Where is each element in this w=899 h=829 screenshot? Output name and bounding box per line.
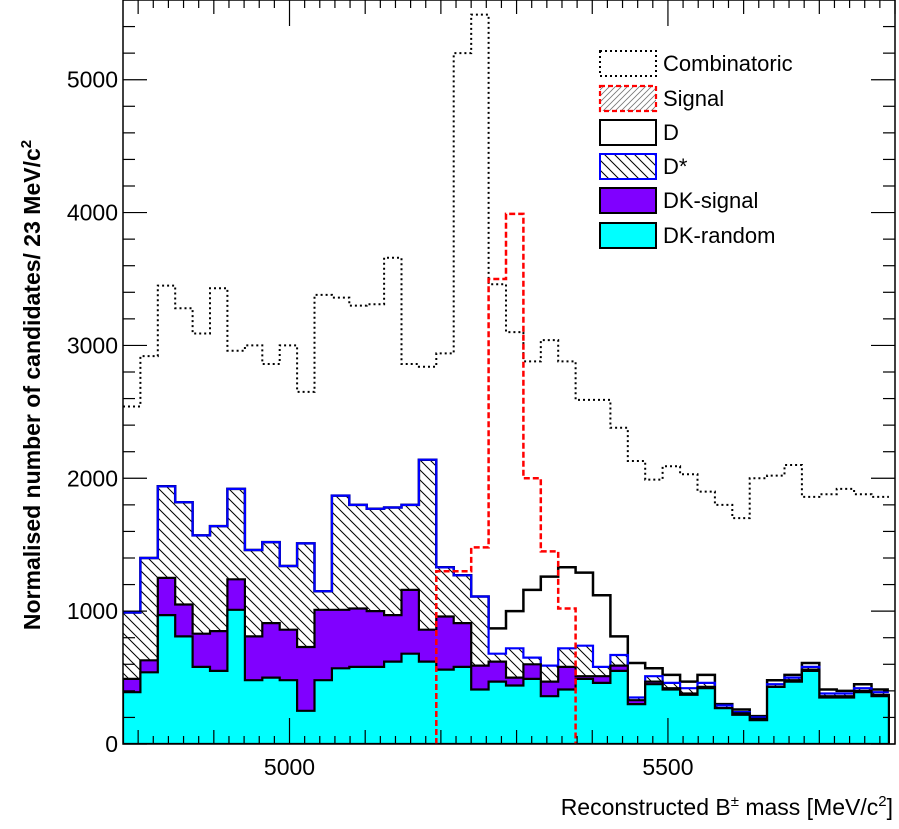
y-axis-label: Normalised number of candidates/ 23 MeV/…	[18, 140, 45, 630]
legend-label-dstar: D*	[663, 154, 688, 179]
y-tick-label: 2000	[67, 465, 118, 491]
legend-label-combinatoric: Combinatoric	[663, 51, 793, 76]
series-dk-random	[123, 608, 890, 744]
series-layer	[123, 13, 890, 744]
x-axis-label: Reconstructed B± mass [MeV/c2]	[561, 793, 893, 820]
y-tick-label: 1000	[67, 598, 118, 624]
legend-entry-dstar: D*	[599, 153, 688, 180]
legend-label-dk-signal: DK-signal	[663, 188, 758, 213]
legend-entry-dk-random: DK-random	[599, 222, 775, 249]
legend-swatch-dstar	[599, 153, 657, 180]
x-tick-label: 5000	[264, 754, 315, 780]
legend-entry-d: D	[599, 119, 679, 146]
legend-entry-combinatoric: Combinatoric	[599, 50, 793, 77]
legend-swatch-combinatoric	[599, 50, 657, 77]
series-combinatoric	[123, 13, 889, 520]
legend-swatch-signal	[598, 84, 658, 113]
y-tick-label: 5000	[67, 67, 118, 93]
y-tick-label: 4000	[67, 200, 118, 226]
series-signal	[435, 212, 577, 744]
legend: Combinatoric Signal D D* DK-signal DK-ra…	[598, 50, 793, 249]
legend-label-dk-random: DK-random	[663, 223, 775, 248]
y-tick-label: 3000	[67, 332, 118, 358]
legend-label-d: D	[663, 120, 679, 145]
x-tick-label: 5500	[642, 754, 693, 780]
legend-label-signal: Signal	[663, 86, 724, 111]
legend-swatch-dk-random	[599, 222, 657, 249]
legend-swatch-d	[599, 119, 657, 146]
axes: 5000 5500 0 1000 2000 3000 4000 5000	[67, 0, 896, 780]
legend-swatch-dk-signal	[599, 187, 657, 214]
legend-entry-signal: Signal	[598, 84, 724, 113]
legend-entry-dk-signal: DK-signal	[599, 187, 758, 214]
y-tick-label: 0	[105, 731, 118, 757]
